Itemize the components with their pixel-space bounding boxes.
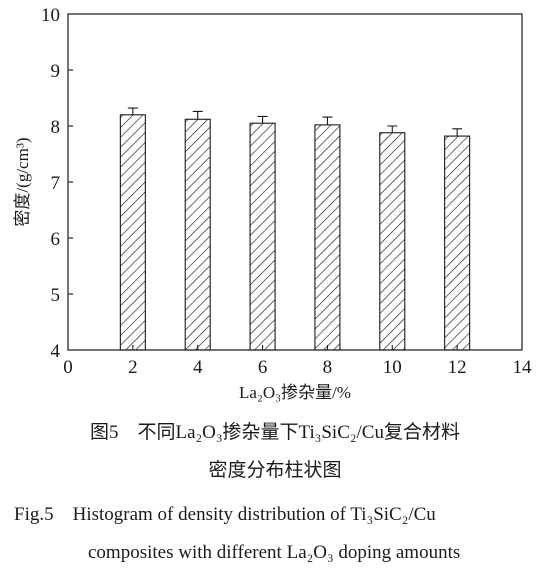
figure-caption-cn-line1: 图5 不同La₂O₃掺杂量下Ti₃SiC₂/Cu复合材料: [90, 422, 460, 443]
y-axis-label: 密度/(g/cm³): [13, 137, 32, 226]
x-tick-label: 10: [383, 357, 402, 378]
bar-4: [184, 118, 211, 351]
bar-8: [314, 124, 341, 351]
bar-6: [249, 122, 276, 351]
x-tick-label: 0: [63, 357, 73, 378]
figure-caption-en-line1: Fig.5 Histogram of density distribution …: [14, 504, 436, 525]
x-tick-label: 12: [448, 357, 467, 378]
x-tick-label: 8: [323, 357, 333, 378]
y-tick-label: 6: [51, 229, 61, 250]
error-bar-10: [387, 125, 398, 133]
error-bar-4: [192, 110, 203, 120]
x-tick-label: 6: [258, 357, 268, 378]
y-tick-label: 8: [51, 117, 61, 138]
error-bar-12: [452, 128, 463, 137]
x-axis-label: La₂O₃掺杂量/%: [239, 383, 351, 402]
error-bar-8: [322, 116, 333, 125]
x-tick-label: 14: [513, 357, 533, 378]
figure-caption-en-line2: composites with different La₂O₃ doping a…: [88, 542, 461, 563]
y-tick-label: 4: [51, 341, 61, 362]
bar-12: [444, 135, 471, 351]
x-tick-label: 4: [193, 357, 203, 378]
y-tick-label: 10: [41, 5, 60, 26]
x-tick-label: 2: [128, 357, 138, 378]
error-bar-2: [127, 107, 138, 115]
bar-2: [119, 114, 146, 351]
y-tick-label: 9: [51, 61, 61, 82]
figure-caption-cn-line2: 密度分布柱状图: [208, 460, 342, 481]
y-tick-label: 5: [51, 285, 61, 306]
bar-10: [379, 132, 406, 351]
error-bar-6: [257, 115, 268, 124]
y-tick-label: 7: [51, 173, 61, 194]
density-bar-chart: 0 2 4 6 8 10 12 14 4 5 6 7 8 9 10 La₂O₃掺杂量/% 密度/(g/cm³…: [13, 5, 533, 402]
